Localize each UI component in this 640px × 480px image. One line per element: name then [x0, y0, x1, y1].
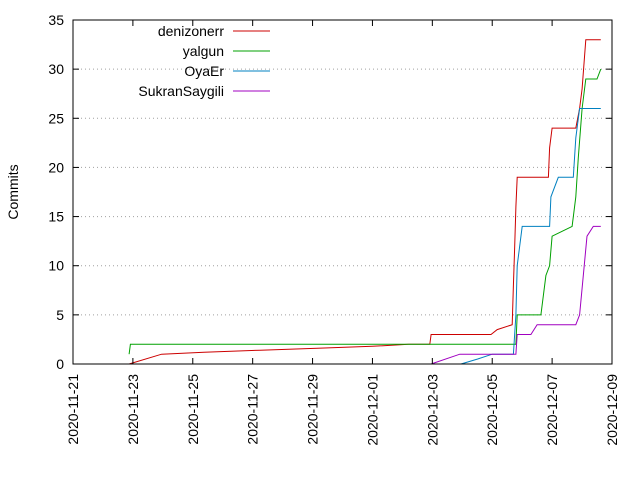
x-tick-label: 2020-12-01: [364, 374, 380, 446]
y-tick-label: 15: [48, 209, 64, 225]
series-line-SukranSaygili: [430, 225, 601, 365]
y-tick-label: 10: [48, 258, 64, 274]
y-tick-label: 20: [48, 159, 64, 175]
plot-frame: [72, 19, 613, 365]
y-axis-label: Commits: [5, 164, 21, 219]
series-line-denizonerr: [128, 39, 601, 365]
x-tick-label: 2020-12-05: [484, 374, 500, 446]
series-lines: [128, 39, 602, 365]
y-tick-label: 30: [48, 61, 64, 77]
series-line-yalgun: [128, 68, 602, 355]
grid-lines: [73, 68, 612, 316]
legend-label-OyaEr: OyaEr: [184, 63, 224, 79]
x-tick-label: 2020-11-23: [125, 374, 141, 445]
y-tick-label: 0: [56, 356, 64, 372]
x-tick-label: 2020-11-27: [245, 374, 261, 445]
x-tick-label: 2020-12-09: [604, 374, 620, 446]
x-tick-label: 2020-11-29: [305, 374, 321, 445]
legend-label-denizonerr: denizonerr: [158, 23, 224, 39]
axis-ticks: 0 5 10 15 20 25 30 35 2020-11-21 2020-11-23 2020-1…: [48, 12, 620, 446]
x-tick-label: 2020-11-25: [185, 374, 201, 445]
y-tick-label: 35: [48, 12, 64, 28]
legend-label-yalgun: yalgun: [183, 43, 224, 59]
y-tick-label: 25: [48, 110, 64, 126]
legend-label-SukranSaygili: SukranSaygili: [138, 83, 224, 99]
legend: denizonerr yalgun OyaEr SukranSaygili: [138, 23, 270, 99]
x-tick-label: 2020-12-07: [544, 374, 560, 446]
series-line-OyaEr: [460, 108, 601, 365]
x-tick-label: 2020-12-03: [424, 374, 440, 446]
x-tick-label: 2020-11-21: [65, 374, 81, 445]
y-tick-label: 5: [56, 307, 64, 323]
